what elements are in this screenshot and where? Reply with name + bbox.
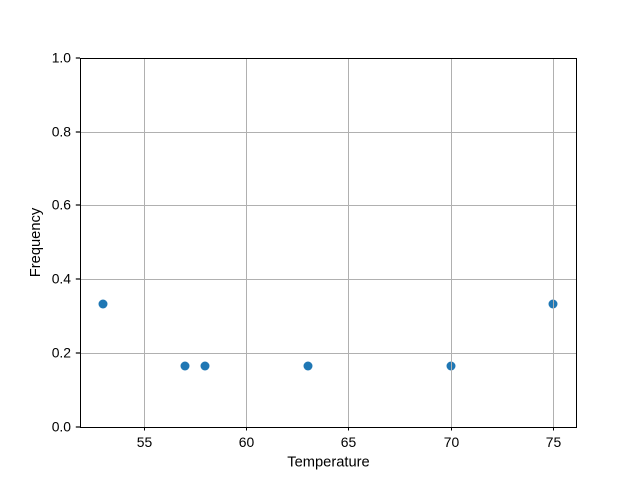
- svg-text:55: 55: [137, 434, 153, 450]
- svg-text:75: 75: [546, 434, 562, 450]
- svg-text:0.6: 0.6: [52, 197, 72, 213]
- svg-text:Temperature: Temperature: [287, 455, 369, 471]
- svg-text:0.8: 0.8: [52, 124, 72, 140]
- svg-text:65: 65: [341, 434, 357, 450]
- svg-text:60: 60: [239, 434, 255, 450]
- svg-text:0.0: 0.0: [52, 419, 72, 435]
- svg-text:0.4: 0.4: [52, 271, 72, 287]
- svg-text:70: 70: [444, 434, 460, 450]
- svg-text:0.2: 0.2: [52, 345, 72, 361]
- svg-text:1.0: 1.0: [52, 50, 72, 66]
- svg-text:Frequency: Frequency: [28, 207, 44, 277]
